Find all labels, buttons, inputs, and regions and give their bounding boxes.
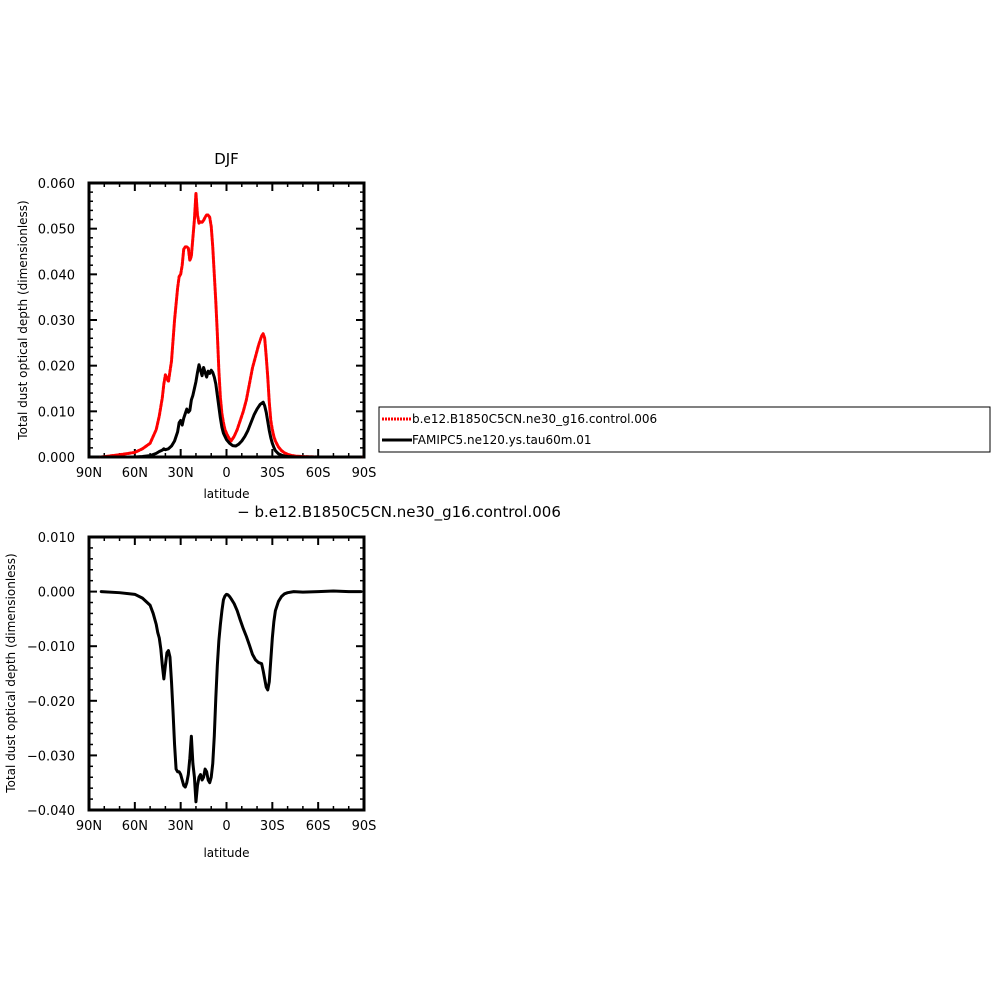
y-tick-label-top: 0.000 (38, 451, 75, 466)
plot-title-bottom: − b.e12.B1850C5CN.ne30_g16.control.006 (237, 503, 561, 522)
legend-label-control: b.e12.B1850C5CN.ne30_g16.control.006 (412, 412, 657, 426)
x-tick-label-top: 30N (168, 466, 194, 481)
plot-title-top: DJF (214, 150, 239, 168)
x-axis-label-top: latitude (203, 487, 249, 501)
x-tick-label-bottom: 90S (352, 819, 377, 834)
x-tick-label-top: 90S (352, 466, 377, 481)
x-tick-label-bottom: 30S (260, 819, 285, 834)
x-tick-label-bottom: 60S (306, 819, 331, 834)
series-group-bottom (101, 591, 361, 802)
plot-frame-top (89, 183, 364, 457)
y-tick-label-top: 0.050 (38, 223, 75, 238)
x-tick-label-top: 90N (76, 466, 102, 481)
x-tick-label-top: 60S (306, 466, 331, 481)
axis-ticks-bottom: 90N 60N 30N 0 30S 60S 90S −0.040 −0.030 −0.020 −0.… (27, 531, 377, 834)
y-tick-label-top: 0.020 (38, 360, 75, 375)
x-tick-label-bottom: 90N (76, 819, 102, 834)
x-tick-label-top: 30S (260, 466, 285, 481)
y-tick-label-top: 0.060 (38, 177, 75, 192)
x-tick-label-top: 60N (122, 466, 148, 481)
y-axis-label-top: Total dust optical depth (dimensionless) (16, 200, 30, 440)
x-axis-label-bottom: latitude (203, 846, 249, 860)
series-line-top-0 (101, 193, 361, 457)
plot-frame-bottom (89, 537, 364, 810)
y-axis-label-bottom: Total dust optical depth (dimensionless) (4, 553, 18, 793)
x-tick-label-bottom: 0 (222, 819, 230, 834)
legend-label-famipc5: FAMIPC5.ne120.ys.tau60m.01 (412, 433, 592, 447)
panel-top: DJF latitude Total dust optical depth (d… (16, 150, 376, 501)
y-tick-label-bottom: −0.020 (27, 695, 75, 710)
y-tick-label-top: 0.040 (38, 268, 75, 283)
panel-bottom: − b.e12.B1850C5CN.ne30_g16.control.006 l… (4, 503, 561, 860)
y-tick-label-top: 0.030 (38, 314, 75, 329)
x-tick-label-top: 0 (222, 466, 230, 481)
y-tick-label-bottom: −0.030 (27, 749, 75, 764)
y-tick-label-bottom: −0.040 (27, 804, 75, 819)
y-tick-label-bottom: 0.010 (38, 531, 75, 546)
series-line-top-1 (101, 365, 361, 457)
series-line-bottom-0 (101, 591, 361, 802)
legend: b.e12.B1850C5CN.ne30_g16.control.006 FAM… (379, 407, 990, 452)
y-tick-label-top: 0.010 (38, 405, 75, 420)
y-tick-label-bottom: −0.010 (27, 640, 75, 655)
y-tick-label-bottom: 0.000 (38, 586, 75, 601)
x-tick-label-bottom: 60N (122, 819, 148, 834)
x-tick-label-bottom: 30N (168, 819, 194, 834)
series-group-top (101, 193, 361, 457)
